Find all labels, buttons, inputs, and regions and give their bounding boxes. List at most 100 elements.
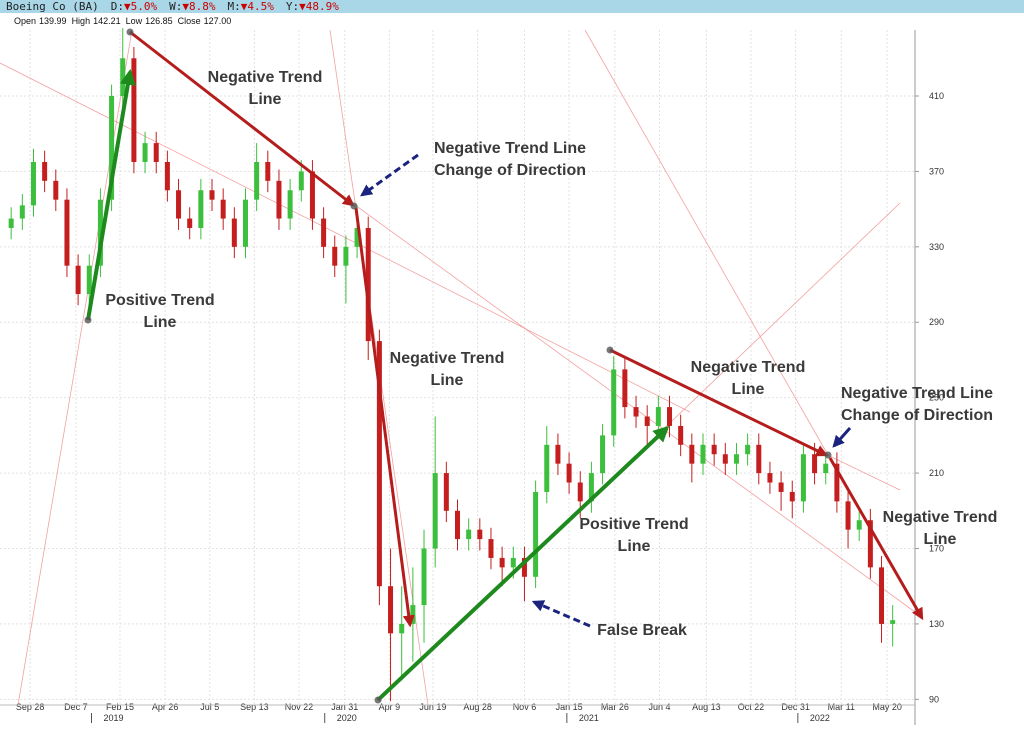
candle-body — [209, 190, 215, 200]
candle-body — [733, 454, 739, 464]
x-tick-label: Apr 26 — [152, 702, 179, 712]
candle-body — [633, 407, 639, 417]
candle-body — [19, 205, 25, 219]
candle-body — [890, 620, 896, 624]
info-label: Low — [126, 16, 143, 26]
candle-body — [499, 557, 505, 568]
candle-body — [75, 265, 81, 294]
ticker-title: Boeing Co (BA) — [6, 0, 99, 13]
change-value: ▼4.5% — [241, 0, 274, 13]
candle-body — [477, 529, 483, 540]
candle-body — [577, 482, 583, 502]
y-tick-label: 410 — [929, 91, 944, 101]
candle-body — [879, 567, 885, 624]
trend-arrow — [832, 427, 852, 448]
trend-arrow — [609, 348, 829, 457]
annotation: Line — [144, 314, 177, 331]
x-tick-label: Dec 31 — [781, 702, 810, 712]
candle-body — [510, 557, 516, 568]
candle-body — [220, 199, 226, 219]
candle-body — [421, 548, 427, 606]
pivot-point — [126, 28, 134, 36]
x-tick-label: Nov 6 — [513, 702, 537, 712]
candle-body — [410, 605, 416, 624]
candle-body — [198, 190, 204, 228]
change-value: ▼8.8% — [182, 0, 215, 13]
annotation: Line — [618, 538, 651, 555]
candle-body — [64, 199, 70, 266]
y-tick-label: 290 — [929, 317, 944, 327]
info-value: 127.00 — [204, 16, 232, 26]
header-bar — [0, 0, 1024, 13]
candle-body — [354, 227, 360, 247]
trend-arrow — [828, 457, 924, 621]
x-tick-label: Aug 28 — [463, 702, 492, 712]
candle-body — [611, 369, 617, 436]
candle-body — [745, 444, 751, 455]
candle-body — [176, 190, 182, 219]
candle-body — [455, 510, 460, 540]
change-label: M: — [227, 0, 240, 13]
change-value: ▼5.0% — [124, 0, 157, 13]
annotation: Line — [924, 531, 957, 548]
x-tick-label: Mar 11 — [828, 702, 855, 712]
candle-body — [823, 463, 829, 474]
annotation: Line — [431, 372, 464, 389]
candle-body — [544, 444, 550, 492]
ohlc-info: Open 139.99 High 142.21 Low 126.85 Close 127.00 — [14, 16, 231, 26]
candle-body — [142, 143, 148, 162]
faint-trend-line — [584, 29, 833, 463]
candle-body — [388, 586, 394, 634]
annotation: Positive Trend — [579, 516, 688, 533]
y-tick-label: 370 — [929, 166, 944, 176]
trend-arrow — [376, 425, 670, 702]
candle-body — [722, 454, 728, 464]
annotation: Line — [732, 381, 765, 398]
y-tick-label: 170 — [929, 544, 944, 554]
change-value: ▼48.9% — [299, 0, 339, 13]
candle-body — [600, 435, 606, 474]
candle-body — [131, 58, 137, 162]
x-tick-label: Mar 26 — [601, 702, 629, 712]
info-label: Close — [178, 16, 201, 26]
candle-body — [856, 520, 862, 530]
candle-body — [466, 529, 472, 540]
trend-arrow — [531, 600, 591, 628]
info-label: High — [72, 16, 91, 26]
info-label: Open — [14, 16, 36, 26]
candle-body — [97, 199, 103, 266]
candle-body — [488, 539, 494, 558]
candle-body — [678, 425, 684, 445]
pivot-point — [824, 451, 832, 459]
candle-body — [287, 190, 293, 219]
x-tick-label: Apr 9 — [379, 702, 401, 712]
candle-body — [867, 520, 873, 568]
candle-body — [109, 95, 115, 200]
annotation: False Break — [597, 622, 687, 639]
candle-body — [432, 473, 438, 549]
x-tick-label: Jul 5 — [200, 702, 219, 712]
x-tick-label: Oct 22 — [738, 702, 765, 712]
candle-body — [689, 444, 695, 464]
candle-body — [700, 444, 706, 464]
x-tick-label: Jan 31 — [331, 702, 358, 712]
candle-body — [800, 454, 806, 502]
x-tick-label: Jan 15 — [556, 702, 583, 712]
candle-body — [332, 246, 338, 266]
candle-body — [276, 180, 282, 219]
candle-body — [309, 171, 315, 219]
y-tick-label: 90 — [929, 694, 939, 704]
change-label: D: — [111, 0, 124, 13]
pivot-point — [606, 346, 614, 354]
candle-body — [655, 407, 661, 426]
info-value: 142.21 — [93, 16, 121, 26]
x-tick-label: Aug 13 — [692, 702, 721, 712]
candle-body — [521, 557, 527, 577]
year-label: 2022 — [810, 713, 830, 723]
candle-body — [533, 491, 539, 577]
x-tick-label: May 20 — [872, 702, 902, 712]
candle-body — [845, 501, 851, 530]
trend-arrow — [129, 30, 355, 207]
faint-trend-line — [0, 62, 691, 413]
